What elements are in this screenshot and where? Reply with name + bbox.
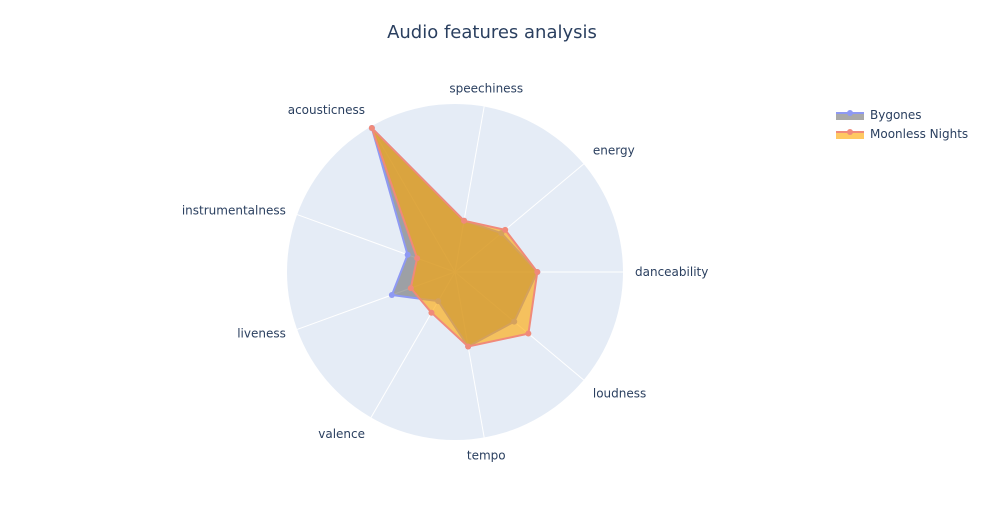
data-point[interactable] — [428, 309, 435, 316]
data-point[interactable] — [368, 124, 375, 131]
data-point[interactable] — [414, 255, 421, 262]
legend-item[interactable]: Bygones — [836, 108, 922, 122]
data-point[interactable] — [461, 217, 468, 224]
data-point[interactable] — [404, 251, 411, 258]
legend-marker — [847, 129, 853, 135]
legend-swatch — [836, 132, 864, 139]
data-point[interactable] — [388, 291, 395, 298]
axis-label: energy — [593, 143, 635, 157]
axis-label: speechiness — [449, 82, 523, 96]
legend-swatch — [836, 113, 864, 120]
legend-label: Bygones — [870, 108, 922, 122]
data-point[interactable] — [534, 269, 541, 275]
chart-title: Audio features analysis — [387, 22, 597, 43]
legend-item[interactable]: Moonless Nights — [836, 127, 968, 141]
legend-label: Moonless Nights — [870, 127, 968, 141]
axis-label: tempo — [467, 448, 506, 462]
axis-label: danceability — [635, 265, 708, 279]
series-layer — [368, 124, 541, 350]
data-point[interactable] — [502, 226, 509, 233]
axis-label: valence — [318, 427, 365, 441]
legend-marker — [847, 110, 853, 116]
data-point[interactable] — [465, 343, 472, 350]
data-point[interactable] — [407, 285, 414, 292]
series-1 — [368, 124, 541, 350]
axis-label: acousticness — [288, 103, 365, 117]
legend[interactable]: Bygones Moonless Nights — [836, 108, 968, 141]
axis-label: instrumentalness — [182, 203, 286, 217]
axis-labels: danceability energy speechiness acousticnes… — [182, 82, 708, 463]
series-area — [370, 127, 539, 348]
axis-label: loudness — [593, 387, 646, 401]
data-point[interactable] — [525, 330, 532, 337]
axis-label: liveness — [237, 327, 286, 341]
